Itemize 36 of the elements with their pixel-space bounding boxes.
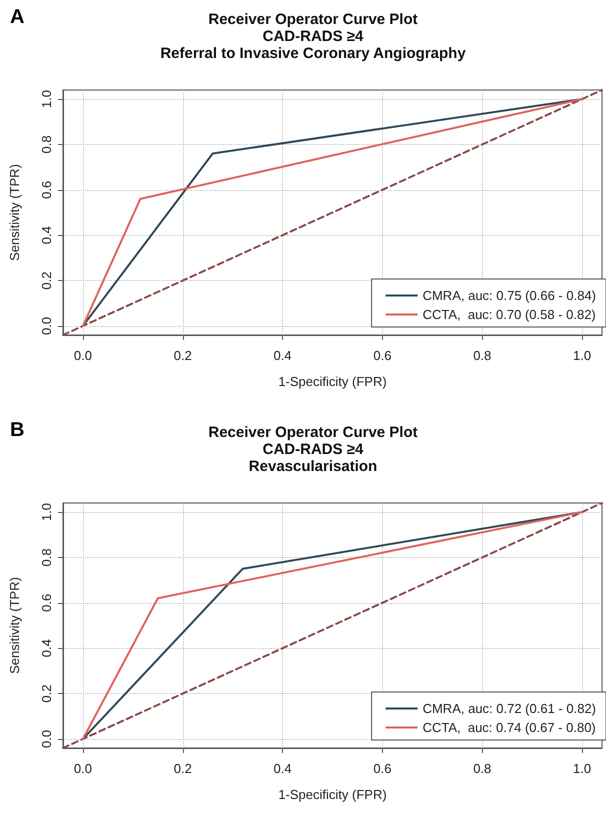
x-tick-label: 0.8 [473, 348, 492, 363]
text: B [10, 419, 24, 442]
y-tick-label: 1.0 [39, 90, 54, 108]
x-tick-label: 1.0 [573, 348, 592, 363]
x-tick-label: 0.6 [373, 761, 392, 776]
y-tick-label: 0.2 [39, 272, 54, 290]
chart-title: Receiver Operator Curve Plot CAD-RADS ≥4 Referral to Invasive Coronary Angiography [160, 11, 466, 62]
y-tick-label: 0.8 [39, 135, 54, 154]
x-tick-label: 0.0 [74, 348, 92, 363]
x-tick-label: 0.4 [274, 761, 292, 776]
x-tick-label: 0.0 [74, 761, 92, 776]
x-axis-title: 1-Specificity (FPR) [278, 787, 387, 802]
x-tick-label: 0.6 [373, 348, 392, 363]
y-tick-label: 0.0 [39, 316, 54, 335]
y-tick-label: 0.6 [39, 180, 54, 199]
y-tick-label: 0.2 [39, 684, 54, 703]
y-tick-label: 0.8 [39, 548, 54, 566]
legend-label: CCTA, auc: 0.74 (0.67 - 0.80) [422, 720, 596, 735]
x-tick-label: 0.2 [174, 761, 192, 776]
y-tick-label: 0.6 [39, 594, 54, 612]
y-axis-title: Sensitivity (TPR) [7, 577, 22, 674]
y-tick-label: 0.0 [39, 730, 54, 748]
y-tick-label: 0.4 [39, 226, 54, 244]
y-axis-title: Sensitivity (TPR) [7, 164, 22, 261]
chart-title: Receiver Operator Curve Plot CAD-RADS ≥4 Revascularisation [208, 424, 418, 475]
legend-label: CMRA, auc: 0.75 (0.66 - 0.84) [422, 288, 596, 303]
x-tick-label: 0.4 [274, 348, 292, 363]
legend-label: CMRA, auc: 0.72 (0.61 - 0.82) [422, 701, 596, 716]
x-tick-label: 0.2 [174, 348, 192, 363]
y-tick-label: 0.4 [39, 639, 54, 658]
x-axis-title: 1-Specificity (FPR) [278, 374, 387, 389]
x-tick-label: 0.8 [473, 761, 492, 776]
legend-label: CCTA, auc: 0.70 (0.58 - 0.82) [422, 307, 596, 322]
text: A [10, 6, 24, 29]
y-tick-label: 1.0 [39, 503, 54, 522]
x-tick-label: 1.0 [573, 761, 592, 776]
